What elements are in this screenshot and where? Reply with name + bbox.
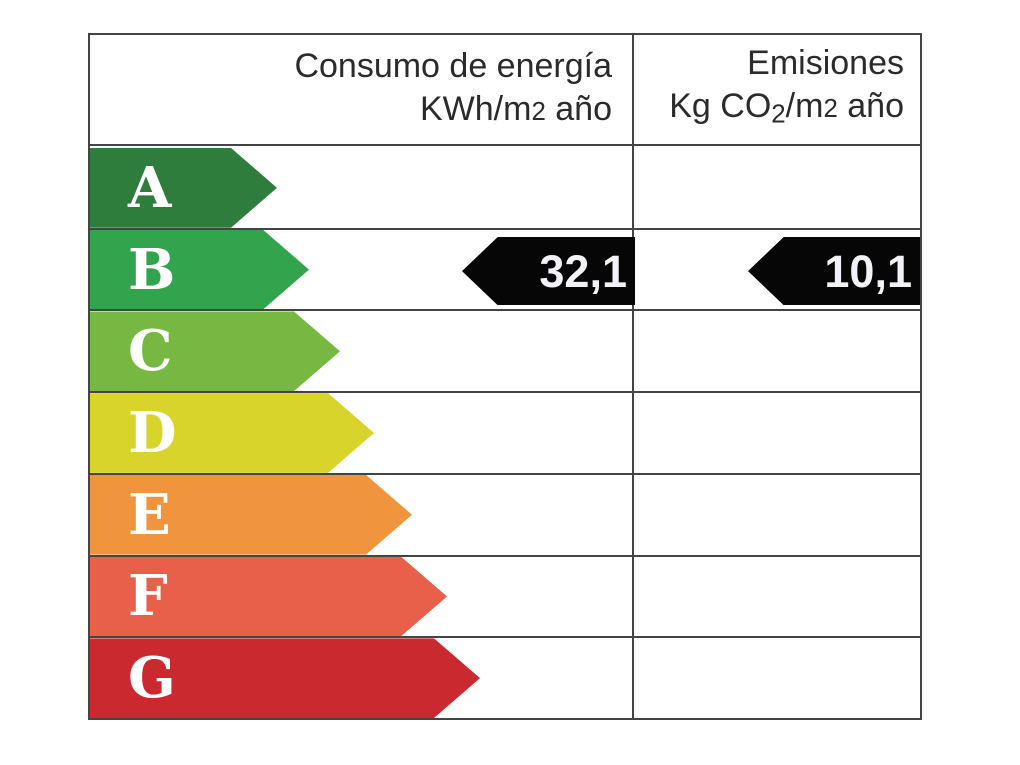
emissions-header-line2: Kg CO2/m2 año: [669, 87, 904, 129]
rating-letter-d: D: [128, 400, 177, 467]
chart-header: Consumo de energía KWh/m2 año Emisiones …: [90, 35, 920, 146]
rating-rows: A B 32,1 10,1 C D E: [90, 148, 920, 718]
emissions-value: 10,1: [824, 245, 912, 297]
energy-rating-chart: Consumo de energía KWh/m2 año Emisiones …: [88, 33, 922, 720]
rating-row-f: F: [90, 557, 920, 639]
rating-row-c: C: [90, 311, 920, 394]
rating-letter-g: G: [128, 645, 176, 712]
rating-letter-e: E: [128, 481, 171, 548]
rating-row-d: D: [90, 393, 920, 475]
rating-row-a: A: [90, 148, 920, 230]
consumption-header-line1: Consumo de energía: [294, 47, 612, 85]
rating-arrow-c: C: [90, 311, 340, 391]
rating-arrow-g: G: [90, 638, 480, 718]
consumption-value-arrow: 32,1: [462, 236, 635, 306]
rating-row-g: G: [90, 638, 920, 718]
emissions-value-arrow: 10,1: [748, 236, 920, 306]
rating-row-e: E: [90, 475, 920, 557]
rating-arrow-f: F: [90, 557, 447, 637]
rating-letter-b: B: [128, 236, 176, 303]
rating-arrow-a: A: [90, 148, 277, 228]
rating-arrow-d: D: [90, 393, 374, 473]
rating-arrow-b: B: [90, 230, 309, 310]
rating-letter-a: A: [128, 154, 172, 221]
emissions-header-line1: Emisiones: [747, 44, 904, 83]
rating-arrow-e: E: [90, 475, 412, 555]
emissions-header: Emisiones Kg CO2/m2 año: [634, 35, 920, 144]
column-divider: [632, 35, 634, 718]
consumption-header: Consumo de energía KWh/m2 año: [90, 35, 634, 144]
consumption-value: 32,1: [539, 245, 627, 297]
rating-row-b: B 32,1 10,1: [90, 230, 920, 312]
consumption-header-line2: KWh/m2 año: [419, 90, 612, 128]
rating-letter-c: C: [128, 318, 173, 385]
rating-letter-f: F: [128, 563, 168, 630]
